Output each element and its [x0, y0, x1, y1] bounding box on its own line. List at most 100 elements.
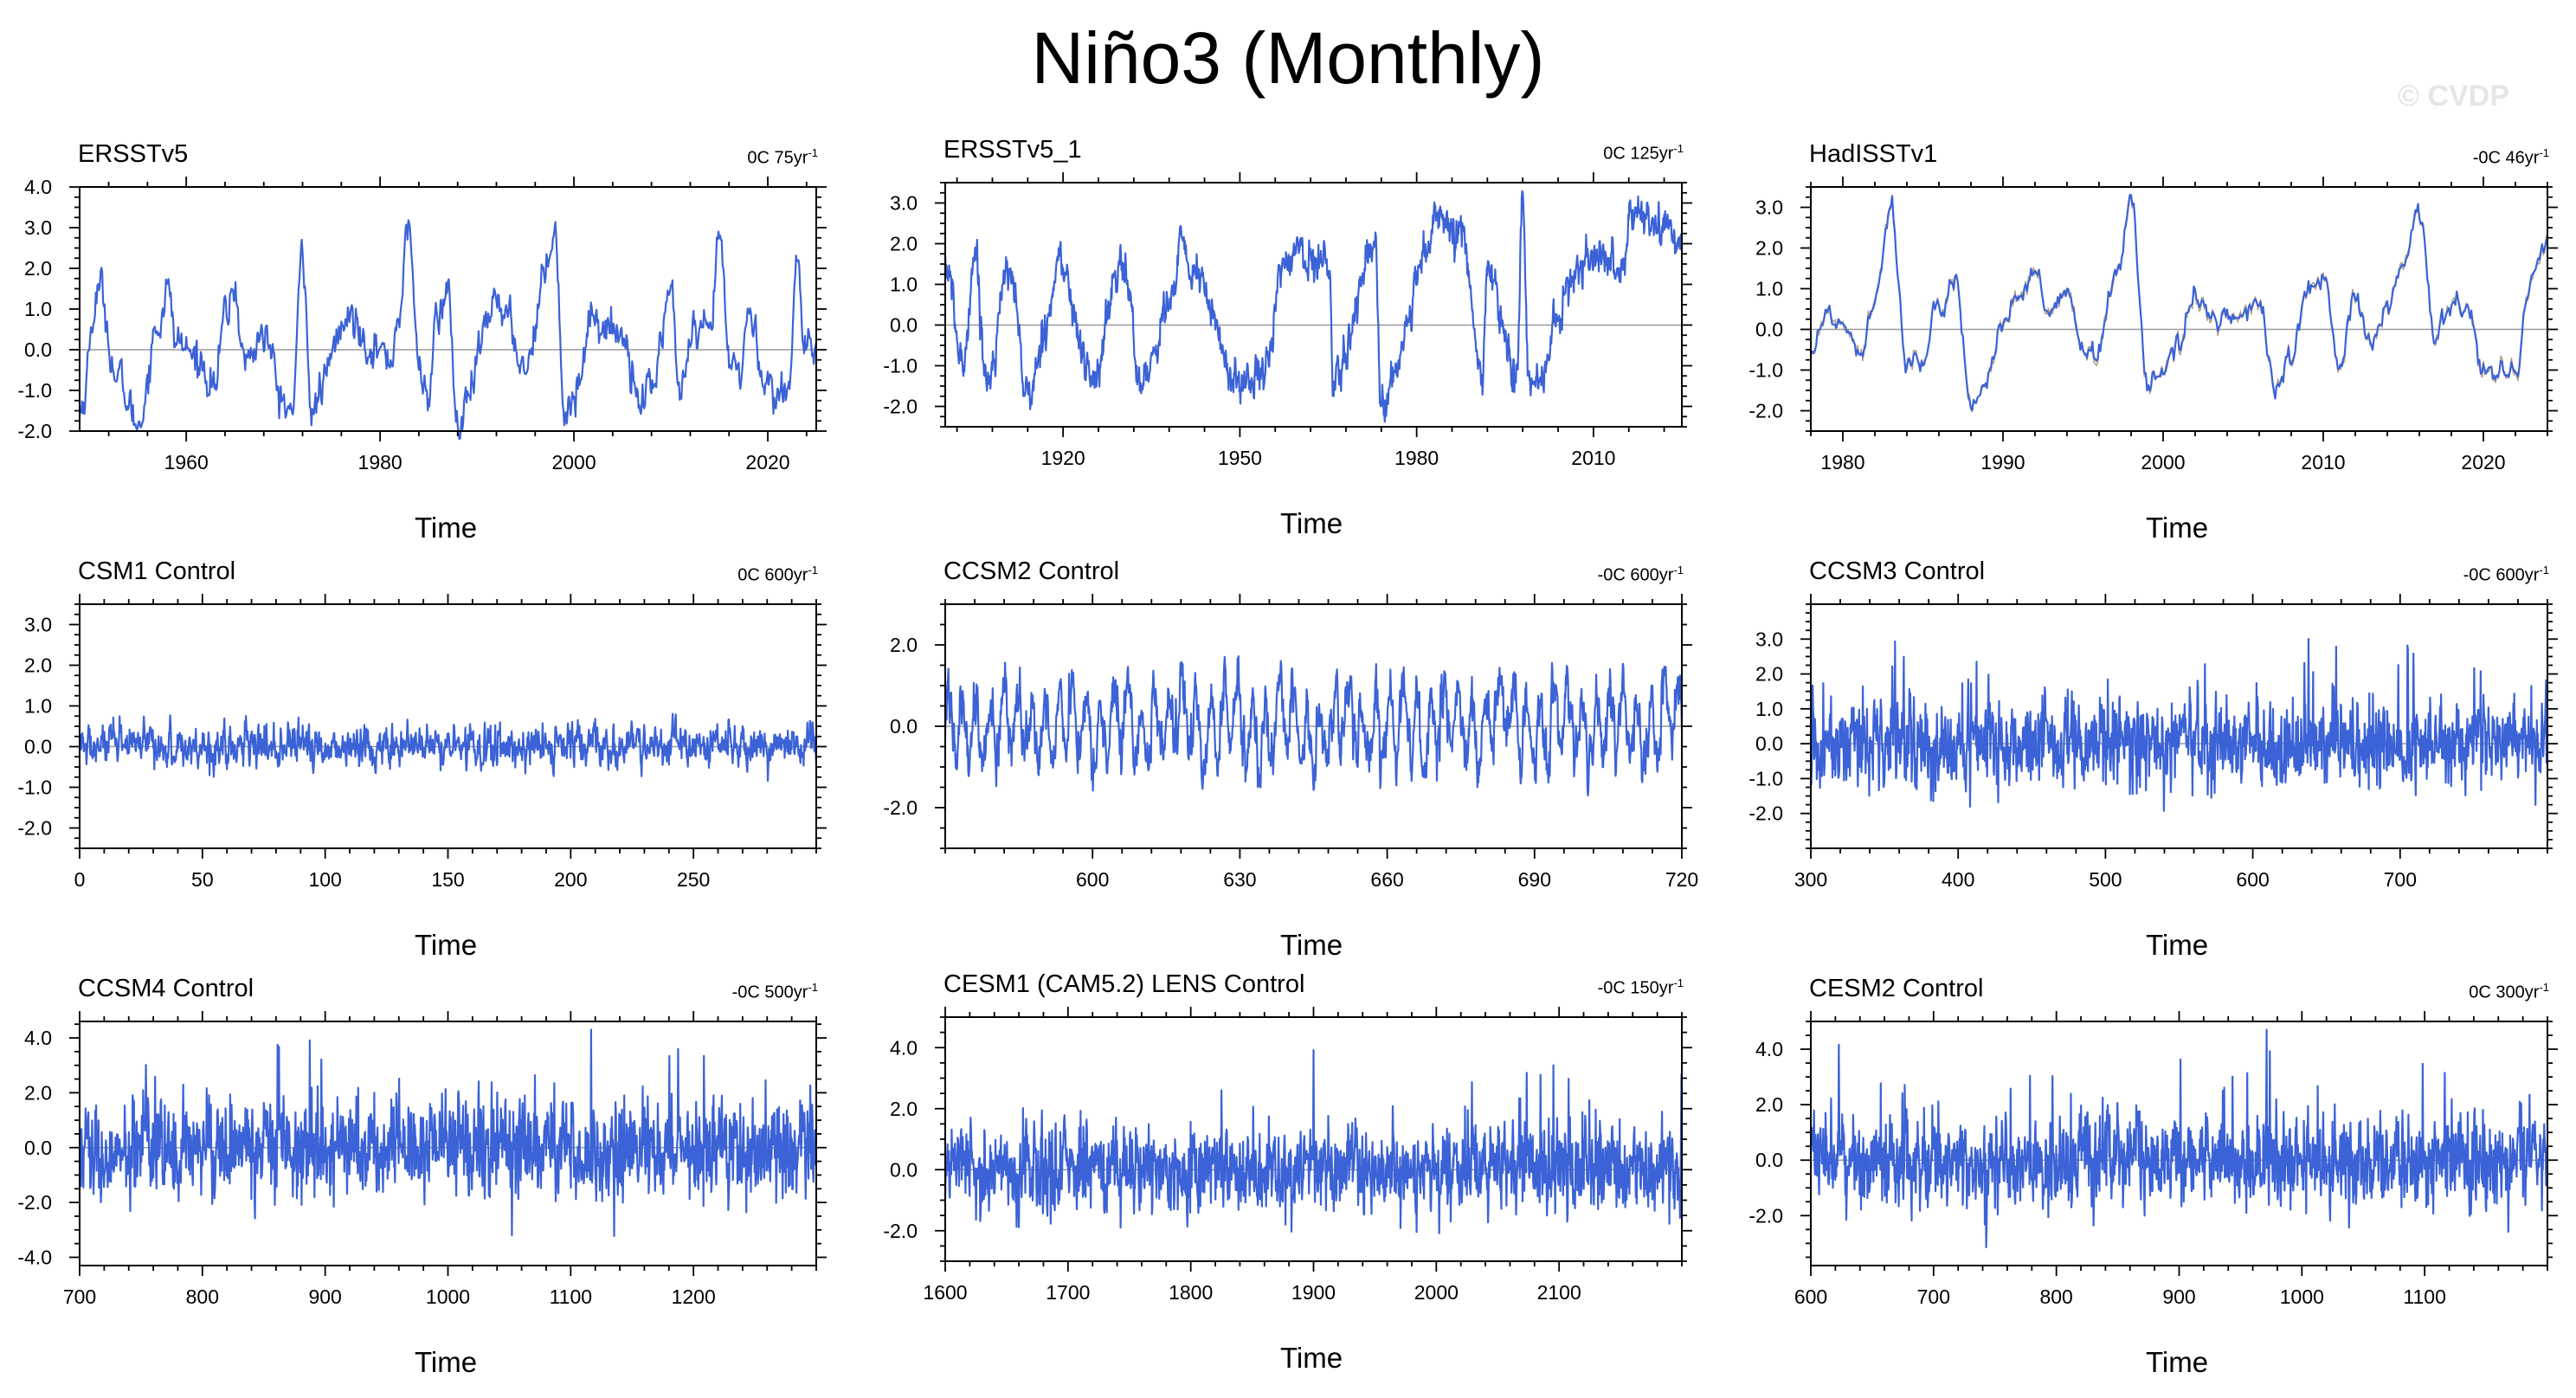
y-tick-label: 0.0	[24, 338, 52, 361]
x-tick-label: 50	[191, 868, 214, 891]
x-tick-label: 700	[63, 1285, 96, 1308]
x-tick-label: 1200	[672, 1285, 716, 1308]
x-tick-label: 1000	[2280, 1285, 2324, 1308]
x-tick-label: 1700	[1046, 1281, 1090, 1304]
y-tick-label: -1.0	[17, 379, 52, 402]
panel-stat: -0C 46yr-1	[2473, 140, 2549, 171]
y-tick-label: 0.0	[24, 1137, 52, 1159]
x-tick-label: 600	[1076, 868, 1109, 891]
x-tick-label: 1000	[426, 1285, 470, 1308]
x-tick-label: 900	[2162, 1285, 2195, 1308]
panel-ersstv5: ERSSTv5 0C 75yr-1 Time 1960 1980 2000 2020 -2.0…	[0, 139, 866, 554]
x-axis-label: Time	[414, 929, 478, 961]
x-axis-label: Time	[2145, 512, 2209, 544]
panel-ccsm4-control: CCSM4 Control -0C 500yr-1 Time 700 800 900 100…	[0, 973, 866, 1388]
panel-stat-value: 0C 600yr	[737, 565, 808, 585]
y-tick-label: 4.0	[24, 176, 52, 198]
panel-title: ERSSTv5_1	[943, 136, 1082, 164]
panel-stat-value: 0C 75yr	[747, 148, 808, 168]
plot-frame	[944, 182, 1683, 428]
x-axis-label: Time	[2145, 1346, 2209, 1378]
y-tick-label: 2.0	[24, 257, 52, 280]
panel-title: CCSM4 Control	[78, 975, 254, 1002]
chart-svg: 1600 1700 1800 1900 2000 2100 -2.0 0.0 2.0 4.0	[883, 1007, 1692, 1304]
x-axis-label: Time	[414, 512, 478, 544]
y-tick-label: 0.0	[24, 736, 52, 758]
x-tick-label: 1980	[358, 451, 402, 474]
x-axis-label: Time	[1279, 1342, 1343, 1374]
x-tick-label: 1800	[1169, 1281, 1213, 1304]
y-tick-label: 3.0	[1755, 196, 1783, 219]
y-tick-label: -2.0	[1748, 400, 1783, 422]
x-tick-label: 690	[1518, 868, 1551, 891]
panel-csm1-control: CSM1 Control 0C 600yr-1 Time 0 50 100 150 200 25…	[0, 556, 866, 971]
series-line	[78, 1028, 818, 1237]
y-tick-label: 0.0	[890, 1158, 918, 1181]
y-tick-label: 2.0	[890, 233, 918, 255]
y-tick-label: 2.0	[890, 1098, 918, 1120]
y-tick-label: -1.0	[17, 776, 52, 799]
watermark: © CVDP	[2398, 80, 2509, 113]
panel-stat-value: 0C 125yr	[1603, 144, 1674, 164]
y-tick-label: 1.0	[1755, 698, 1783, 720]
x-tick-label: 800	[2039, 1285, 2072, 1308]
x-axis-label: Time	[2145, 929, 2209, 961]
x-tick-label: 1950	[1218, 447, 1262, 469]
y-tick-label: -2.0	[883, 796, 918, 819]
x-axis-label: Time	[1279, 507, 1343, 539]
panel-stat-value: -0C 600yr	[2463, 565, 2540, 585]
x-tick-label: 400	[1942, 868, 1974, 891]
x-tick-label: 1990	[1980, 451, 2025, 474]
chart-svg: 1960 1980 2000 2020 -2.0 -1.0 0.0 1.0 2.0 3.0 4.0	[17, 176, 827, 474]
y-tick-label: -2.0	[17, 817, 52, 840]
y-tick-label: 4.0	[890, 1036, 918, 1059]
panel-title: CSM1 Control	[78, 557, 236, 585]
plot-frame	[79, 603, 817, 849]
y-tick-label: 0.0	[890, 715, 918, 738]
y-tick-label: -2.0	[17, 1191, 52, 1214]
series-line	[1809, 638, 2549, 812]
x-tick-label: 660	[1370, 868, 1403, 891]
x-tick-label: 700	[2384, 868, 2417, 891]
x-tick-label: 200	[554, 868, 587, 891]
x-tick-label: 1980	[1820, 451, 1864, 474]
panel-ccsm3-control: CCSM3 Control -0C 600yr-1 Time 300 400 500 600…	[1731, 556, 2576, 971]
panel-stat-exponent: -1	[1673, 564, 1684, 577]
y-tick-label: 0.0	[1755, 732, 1783, 755]
x-axis-label: Time	[1279, 929, 1343, 961]
y-tick-label: 0.0	[890, 314, 918, 337]
panel-title: CESM1 (CAM5.2) LENS Control	[943, 970, 1305, 998]
plot-frame	[79, 186, 817, 432]
panel-stat: -0C 500yr-1	[732, 975, 818, 1006]
y-tick-label: 3.0	[24, 614, 52, 636]
panel-title: CCSM3 Control	[1809, 557, 1986, 585]
y-tick-label: 2.0	[1755, 237, 1783, 260]
panel-title: HadISSTv1	[1809, 140, 1938, 168]
panel-stat-exponent: -1	[808, 981, 818, 994]
y-tick-label: 4.0	[1755, 1038, 1783, 1060]
x-tick-label: 1100	[2403, 1285, 2445, 1308]
x-tick-label: 2020	[2461, 451, 2505, 474]
panel-title: ERSSTv5	[78, 140, 189, 168]
y-tick-label: -2.0	[17, 420, 52, 442]
panel-stat: 0C 75yr-1	[747, 140, 818, 171]
x-tick-label: 800	[186, 1285, 219, 1308]
x-axis-label: Time	[414, 1346, 478, 1378]
panel-stat-value: -0C 150yr	[1597, 978, 1674, 998]
y-tick-label: 0.0	[1755, 1149, 1783, 1171]
series-line	[1809, 1028, 2548, 1248]
series-line	[943, 190, 1684, 423]
x-tick-label: 720	[1665, 868, 1698, 891]
series-line	[943, 655, 1684, 797]
panel-stat: 0C 300yr-1	[2469, 975, 2549, 1006]
x-tick-label: 1900	[1291, 1281, 1336, 1304]
panel-stat-value: -0C 46yr	[2472, 148, 2540, 168]
x-tick-label: 2010	[2301, 451, 2345, 474]
panel-stat-exponent: -1	[808, 564, 818, 577]
y-tick-label: -2.0	[883, 1220, 918, 1242]
y-tick-label: 1.0	[890, 274, 918, 296]
x-tick-label: 630	[1223, 868, 1256, 891]
y-tick-label: 2.0	[24, 1081, 52, 1104]
x-tick-label: 1980	[1394, 447, 1439, 469]
chart-svg: 600 700 800 900 1000 1100 -2.0 0.0 2.0 4.0	[1748, 1011, 2558, 1308]
